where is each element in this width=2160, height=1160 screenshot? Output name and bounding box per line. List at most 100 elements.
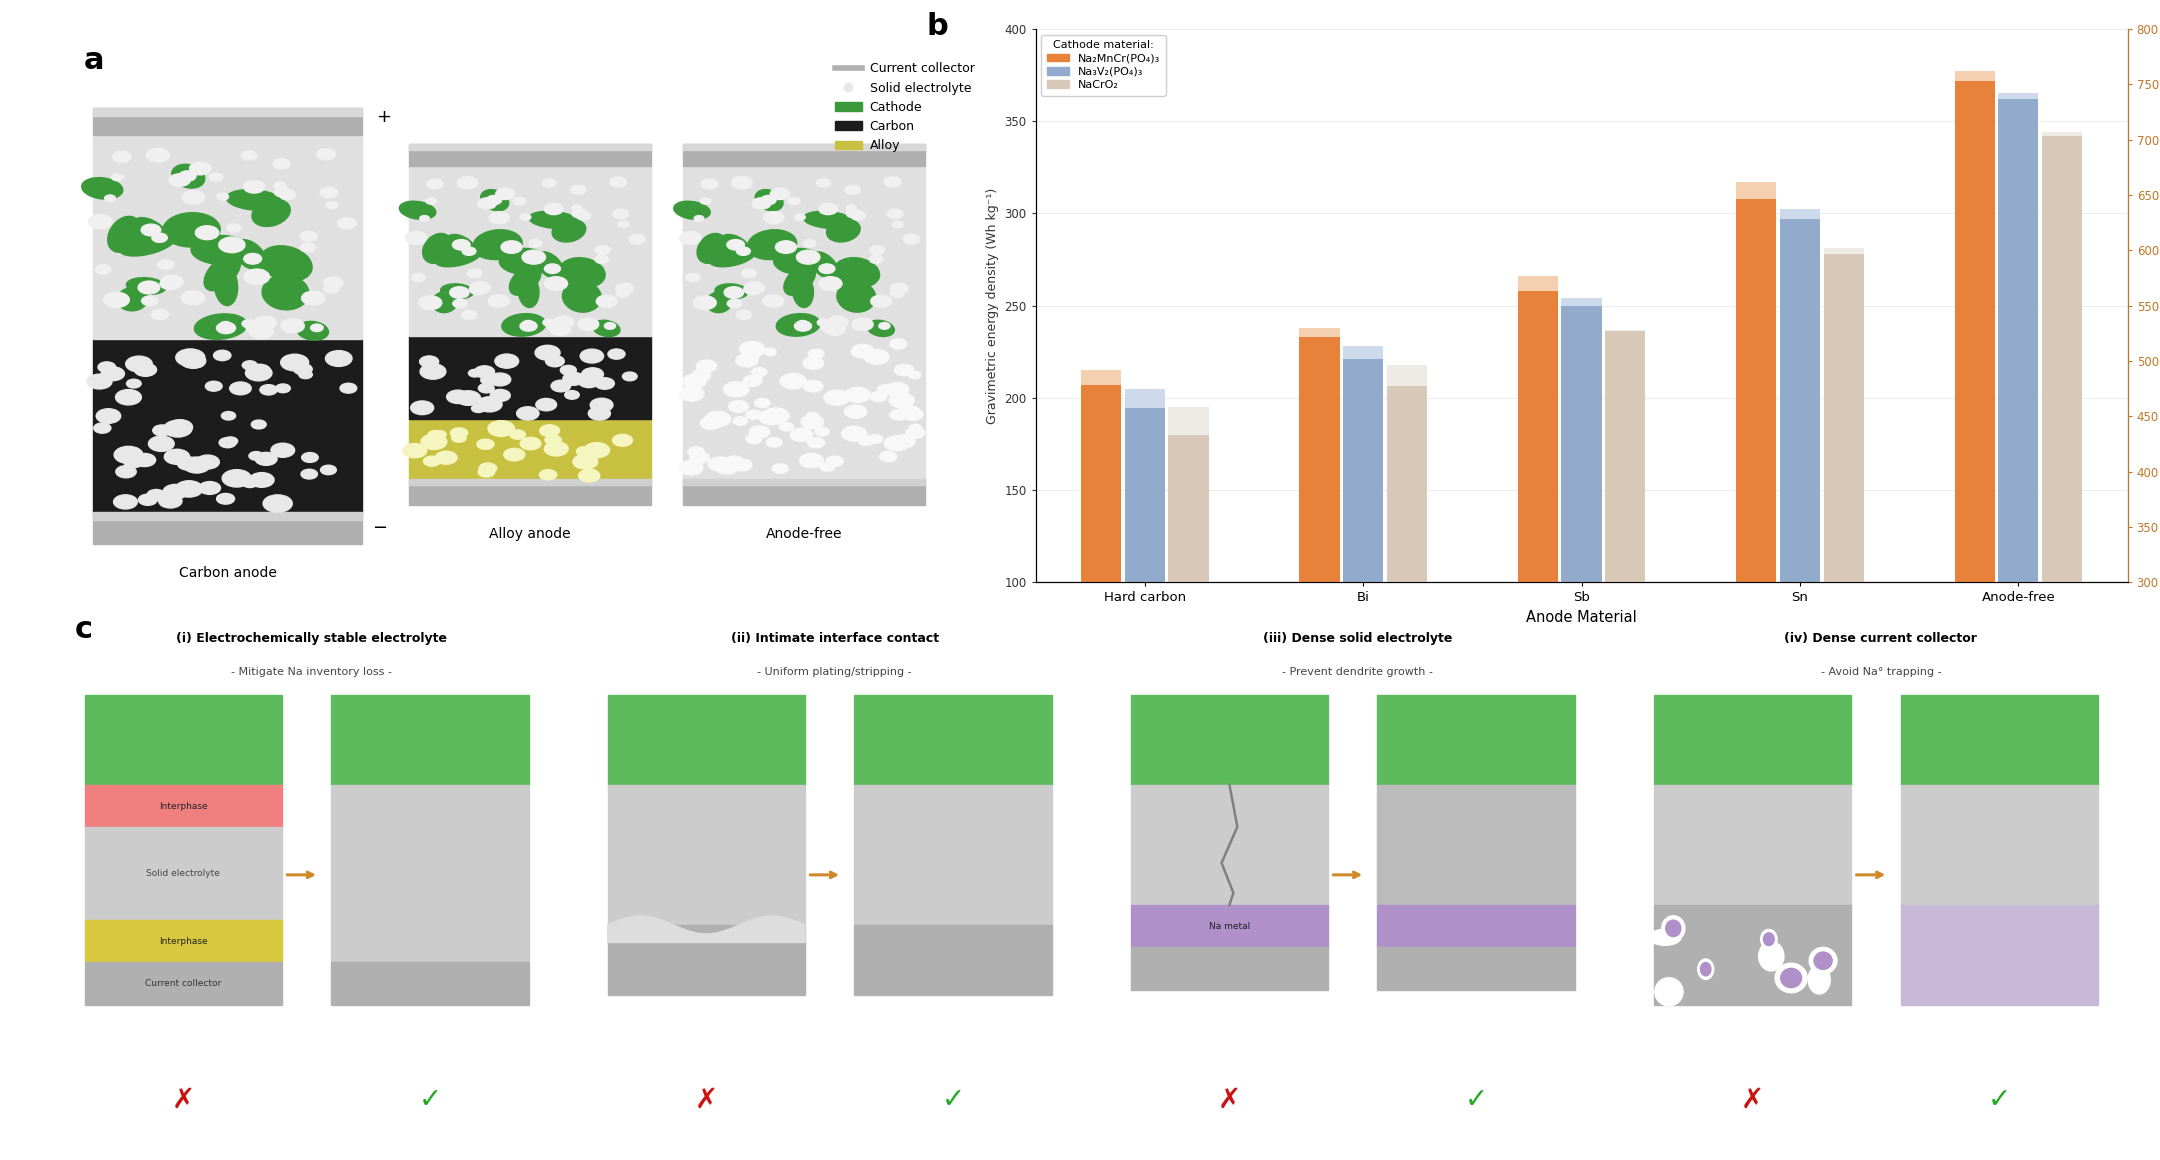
Circle shape [845, 186, 860, 195]
Circle shape [814, 428, 829, 436]
Text: ✓: ✓ [1464, 1086, 1488, 1114]
Ellipse shape [1698, 959, 1713, 979]
Circle shape [739, 341, 765, 356]
Circle shape [477, 384, 495, 393]
Circle shape [700, 416, 721, 429]
Circle shape [544, 203, 564, 215]
Circle shape [279, 190, 296, 200]
Circle shape [218, 237, 244, 253]
Circle shape [419, 216, 430, 222]
Bar [1300, 328, 1339, 767]
Circle shape [447, 390, 469, 404]
Circle shape [618, 222, 629, 227]
Circle shape [181, 190, 205, 204]
Circle shape [151, 310, 168, 320]
Ellipse shape [400, 201, 436, 219]
Bar [855, 785, 1052, 925]
Ellipse shape [1700, 963, 1711, 976]
Circle shape [227, 224, 240, 232]
Ellipse shape [447, 234, 475, 254]
Bar [93, 108, 363, 116]
Text: Na metal: Na metal [1210, 922, 1251, 930]
Circle shape [696, 360, 717, 372]
Circle shape [153, 425, 171, 436]
Bar [1344, 347, 1382, 358]
Bar [408, 144, 650, 166]
Circle shape [318, 148, 335, 160]
Circle shape [300, 470, 318, 479]
Ellipse shape [1665, 920, 1680, 936]
Bar [1562, 306, 1603, 767]
Circle shape [274, 187, 292, 197]
Circle shape [406, 232, 428, 245]
Circle shape [143, 296, 158, 305]
Circle shape [724, 287, 743, 298]
Circle shape [475, 365, 495, 378]
Bar [607, 925, 806, 995]
Circle shape [680, 232, 702, 245]
Circle shape [123, 456, 143, 467]
Bar [855, 695, 1052, 785]
Circle shape [894, 364, 914, 376]
Bar [855, 925, 1052, 995]
Circle shape [870, 392, 888, 401]
Text: Alloy anode: Alloy anode [488, 527, 570, 541]
Bar [1378, 695, 1575, 785]
Circle shape [449, 287, 469, 298]
Circle shape [147, 148, 168, 162]
Circle shape [544, 277, 568, 290]
Ellipse shape [592, 320, 620, 336]
Text: +: + [376, 108, 391, 126]
Ellipse shape [233, 240, 266, 269]
Ellipse shape [834, 258, 879, 288]
Text: Solid electrolyte: Solid electrolyte [147, 869, 220, 878]
Circle shape [302, 452, 318, 463]
Circle shape [851, 345, 875, 358]
Circle shape [704, 412, 730, 427]
Circle shape [177, 457, 199, 470]
Circle shape [795, 321, 812, 331]
Circle shape [93, 423, 110, 433]
Ellipse shape [562, 281, 600, 312]
Circle shape [685, 274, 700, 282]
Circle shape [175, 349, 205, 367]
Circle shape [272, 159, 289, 169]
Circle shape [248, 325, 274, 339]
Circle shape [467, 269, 482, 277]
Circle shape [248, 472, 274, 487]
Ellipse shape [836, 281, 875, 312]
Bar [1780, 210, 1821, 219]
Circle shape [477, 467, 495, 477]
Bar [408, 479, 650, 485]
Circle shape [179, 171, 197, 181]
Circle shape [892, 435, 916, 448]
Ellipse shape [499, 248, 551, 275]
Circle shape [434, 430, 447, 438]
Circle shape [456, 391, 480, 405]
Circle shape [255, 317, 276, 329]
Bar [408, 419, 650, 479]
Circle shape [134, 363, 156, 376]
Ellipse shape [432, 291, 458, 313]
Bar [93, 340, 363, 512]
Bar [93, 136, 363, 340]
Circle shape [324, 284, 339, 293]
Bar [607, 695, 806, 785]
Bar [1378, 785, 1575, 905]
Text: Interphase: Interphase [160, 802, 207, 811]
Circle shape [577, 211, 592, 220]
Circle shape [693, 296, 717, 310]
Circle shape [572, 205, 581, 211]
Ellipse shape [259, 246, 313, 281]
Circle shape [451, 240, 471, 251]
Circle shape [482, 376, 497, 385]
Circle shape [788, 197, 799, 204]
Circle shape [728, 240, 745, 251]
Circle shape [160, 277, 179, 290]
Circle shape [767, 437, 782, 448]
Circle shape [326, 350, 352, 367]
Circle shape [903, 408, 922, 420]
Circle shape [754, 398, 771, 407]
Ellipse shape [117, 288, 149, 311]
Ellipse shape [173, 165, 205, 188]
